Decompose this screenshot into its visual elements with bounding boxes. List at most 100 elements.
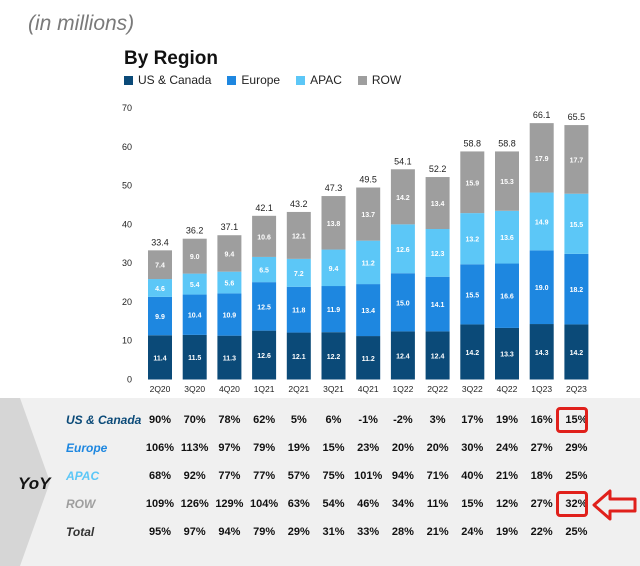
yoy-cell: 77% — [253, 470, 276, 482]
legend-item-row: ROW — [357, 73, 401, 87]
x-tick-label: 4Q21 — [358, 384, 379, 394]
data-label: 13.3 — [500, 352, 514, 359]
total-label: 36.2 — [186, 226, 204, 236]
data-label: 10.6 — [257, 234, 271, 241]
yoy-cell: 25% — [565, 526, 588, 538]
data-label: 17.9 — [535, 156, 549, 163]
x-tick-label: 2Q22 — [427, 384, 448, 394]
yoy-label: YoY — [18, 474, 51, 493]
data-label: 14.2 — [396, 195, 410, 202]
data-label: 15.5 — [570, 222, 584, 229]
yoy-cell: 17% — [461, 414, 484, 426]
yoy-cell: 12% — [495, 498, 519, 510]
bar-segment — [356, 284, 381, 337]
y-tick-label: 40 — [122, 219, 132, 229]
y-tick-label: 70 — [122, 103, 132, 113]
y-tick-label: 0 — [127, 375, 132, 385]
data-label: 11.2 — [362, 356, 375, 363]
data-label: 17.7 — [570, 157, 584, 164]
bar-segment — [460, 264, 485, 325]
data-label: 10.4 — [188, 313, 202, 320]
total-label: 54.1 — [394, 156, 412, 166]
bar-segment — [495, 263, 519, 328]
bar-segment — [148, 296, 172, 336]
bar-segment — [286, 286, 311, 333]
bar-segment — [390, 331, 415, 380]
yoy-cell: 6% — [325, 414, 342, 426]
bar-segment — [390, 169, 415, 225]
bar-segment — [460, 324, 485, 380]
yoy-cell: 28% — [391, 526, 414, 538]
bar-segment — [217, 293, 242, 336]
data-label: 9.4 — [329, 266, 339, 273]
data-label: 12.4 — [431, 353, 445, 360]
yoy-cell: 15% — [565, 414, 588, 426]
legend-item-europe: Europe — [227, 73, 280, 87]
bar-segment — [182, 238, 207, 274]
data-label: 13.6 — [500, 235, 514, 242]
y-tick-label: 60 — [122, 142, 132, 152]
data-label: 7.2 — [294, 271, 304, 278]
bar-segment — [460, 151, 485, 214]
data-label: 11.5 — [188, 355, 201, 362]
legend-label: Europe — [241, 73, 281, 87]
units-note: (in millions) — [28, 12, 135, 35]
yoy-cell: 27% — [530, 498, 553, 510]
yoy-cell: 40% — [461, 470, 484, 482]
bar-segment — [148, 335, 172, 380]
yoy-band — [0, 398, 640, 566]
yoy-cell: 57% — [287, 470, 310, 482]
x-tick-label: 2Q23 — [566, 384, 587, 394]
bar-segment — [252, 282, 277, 331]
data-label: 11.2 — [362, 260, 375, 267]
yoy-cell: 19% — [495, 526, 519, 538]
bar-segment — [425, 229, 450, 277]
yoy-cell: 97% — [183, 526, 206, 538]
highlight-box-us-canada-2q23 — [556, 407, 588, 433]
yoy-cell: 27% — [530, 442, 553, 454]
data-label: 19.0 — [535, 285, 549, 292]
total-label: 47.3 — [325, 183, 343, 193]
bar-segment — [321, 286, 346, 333]
data-label: 12.3 — [431, 251, 445, 258]
x-tick-label: 1Q21 — [254, 384, 275, 394]
yoy-cell: 24% — [495, 442, 519, 454]
yoy-cell: 21% — [426, 526, 449, 538]
yoy-cell: 21% — [495, 470, 519, 482]
yoy-row-label: ROW — [66, 497, 96, 511]
yoy-cell: 25% — [565, 470, 588, 482]
yoy-cell: 79% — [253, 442, 276, 454]
data-label: 11.9 — [327, 307, 340, 314]
yoy-cell: 94% — [391, 470, 414, 482]
legend-label: US & Canada — [138, 73, 212, 87]
data-label: 13.2 — [465, 237, 479, 244]
yoy-cell: 46% — [357, 498, 380, 510]
x-tick-label: 3Q22 — [462, 384, 483, 394]
yoy-cell: 24% — [461, 526, 484, 538]
data-label: 12.6 — [257, 353, 271, 360]
yoy-cell: 32% — [565, 498, 588, 510]
yoy-cell: 34% — [391, 498, 414, 510]
bar-segment — [252, 215, 277, 257]
yoy-cell: 16% — [530, 414, 553, 426]
yoy-cell: 22% — [530, 526, 553, 538]
bar-segment — [425, 177, 450, 230]
yoy-cell: -1% — [358, 414, 378, 426]
data-label: 14.1 — [431, 302, 445, 309]
bar-segment — [529, 192, 554, 251]
y-tick-label: 10 — [122, 336, 132, 346]
yoy-cell: 3% — [429, 414, 446, 426]
yoy-cell: 5% — [290, 414, 307, 426]
total-label: 49.5 — [359, 175, 377, 185]
legend-item-apac: APAC — [296, 73, 342, 87]
yoy-cell: 68% — [148, 470, 172, 482]
arrow-left-icon — [592, 489, 637, 521]
yoy-cell: 95% — [148, 526, 172, 538]
bar-segment — [356, 240, 381, 285]
yoy-cell: 54% — [322, 498, 345, 510]
bar-segment — [564, 253, 589, 325]
bar-segment — [321, 332, 346, 380]
x-tick-label: 3Q20 — [184, 384, 205, 394]
x-tick-label: 1Q23 — [531, 384, 552, 394]
bar-segment — [529, 123, 554, 193]
